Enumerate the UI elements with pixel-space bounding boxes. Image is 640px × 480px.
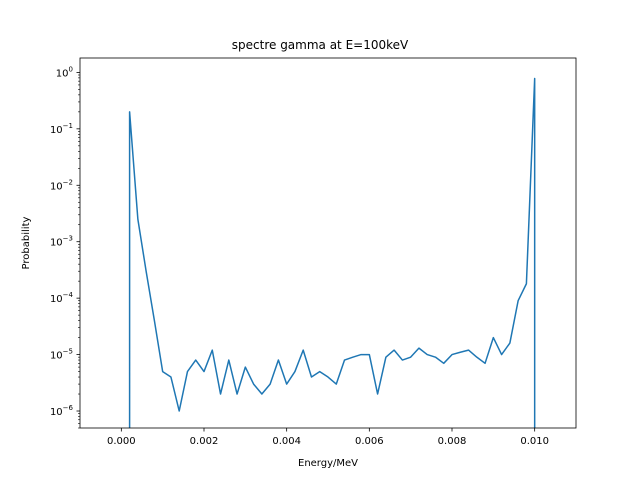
y-tick-label: 100 <box>56 65 73 79</box>
x-axis: 0.000 0.002 0.004 0.006 0.008 0.010 <box>107 428 549 447</box>
x-tick-label: 0.006 <box>355 436 384 447</box>
y-tick-label: 10−6 <box>50 404 74 418</box>
y-axis-label: Probability <box>21 216 32 269</box>
x-axis-label: Energy/MeV <box>298 458 358 469</box>
x-tick-label: 0.008 <box>438 436 467 447</box>
y-tick-label: 10−3 <box>50 235 73 249</box>
x-tick-label: 0.004 <box>272 436 301 447</box>
chart-title: spectre gamma at E=100keV <box>232 38 409 52</box>
y-tick-label: 10−1 <box>50 122 73 136</box>
series-layer <box>128 77 536 428</box>
y-tick-label: 10−5 <box>50 348 73 362</box>
y-axis: 10−6 10−5 10−4 10−3 10−2 10−1 100 <box>50 65 80 429</box>
x-tick-label: 0.000 <box>107 436 136 447</box>
series-line <box>128 77 536 428</box>
y-tick-label: 10−4 <box>50 291 74 305</box>
x-tick-label: 0.010 <box>520 436 549 447</box>
y-tick-label: 10−2 <box>50 178 73 192</box>
x-tick-label: 0.002 <box>190 436 219 447</box>
plot-frame <box>79 57 577 429</box>
